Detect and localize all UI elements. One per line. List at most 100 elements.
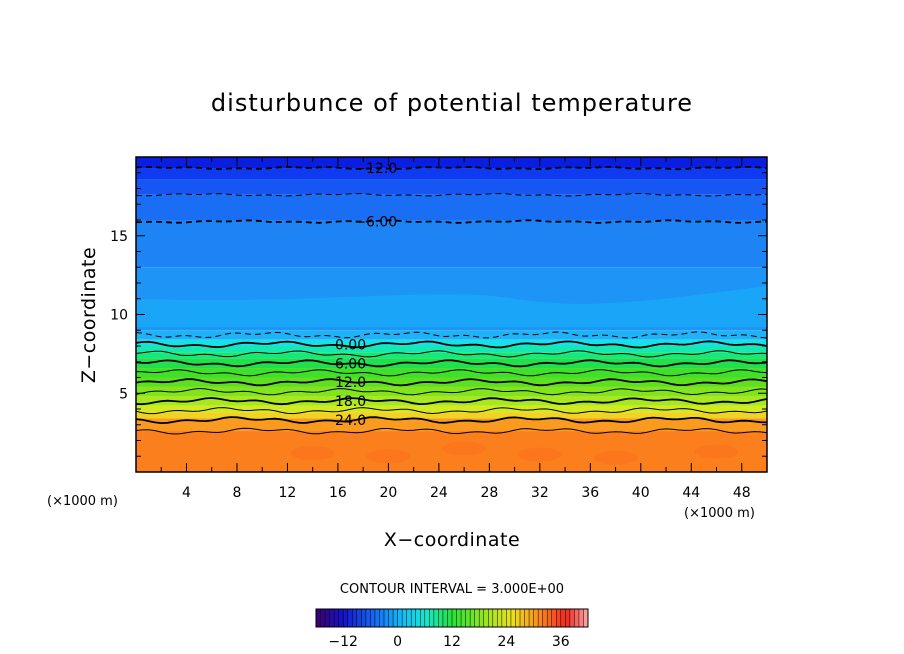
colorbar-cell: [442, 609, 448, 627]
contour-line: [136, 369, 767, 377]
colorbar-cell: [533, 609, 539, 627]
x-tick-label: 40: [632, 485, 650, 501]
contour-line: [136, 165, 767, 171]
colorbar-frame: [315, 608, 589, 628]
x-axis-label: X−coordinate: [384, 529, 520, 551]
field-band: [136, 352, 767, 359]
colorbar-cell: [474, 609, 480, 627]
contour-line: [136, 359, 767, 368]
colorbar-cell: [406, 609, 412, 627]
colorbar-cell: [556, 609, 562, 627]
field-band: [136, 405, 767, 413]
colorbar-cell: [365, 609, 371, 627]
field-band: [136, 346, 767, 353]
x-tick-label: 8: [232, 485, 241, 501]
colorbar: −12 0 12 24 36: [315, 608, 589, 650]
colorbar-tick-label: −12: [328, 634, 358, 650]
field-band: [136, 168, 767, 180]
colorbar-cell: [352, 609, 358, 627]
x-tick-label: 28: [480, 485, 498, 501]
field-patch: [290, 446, 335, 461]
colorbar-cell: [411, 609, 417, 627]
colorbar-cell: [456, 609, 462, 627]
colorbar-cell: [384, 609, 389, 627]
colorbar-cell: [501, 609, 507, 627]
colorbar-cell: [578, 609, 584, 627]
field-band: [136, 412, 767, 419]
colorbar-cell: [338, 609, 344, 627]
field-patch: [442, 441, 487, 456]
colorbar-cell: [429, 609, 435, 627]
colorbar-cell: [542, 609, 548, 627]
colorbar-cell: [492, 609, 498, 627]
x-tick-label: 20: [379, 485, 397, 501]
x-tick-label: 12: [279, 485, 297, 501]
colorbar-cell: [479, 609, 485, 627]
contour-interval-text: CONTOUR INTERVAL = 3.000E+00: [340, 582, 564, 597]
colorbar-tick-label: 24: [497, 634, 515, 650]
colorbar-cell: [415, 609, 421, 627]
colorbar-cell: [529, 609, 534, 627]
chart-title: disturbunce of potential temperature: [211, 89, 693, 117]
y-tick-label: 5: [119, 386, 128, 402]
colorbar-cell: [465, 609, 471, 627]
colorbar-cell: [424, 609, 430, 627]
contour-line: [136, 219, 767, 224]
colorbar-cell: [438, 609, 444, 627]
x-tick-label: 44: [682, 485, 700, 501]
contour-line: [136, 387, 767, 396]
colorbar-cell: [374, 609, 380, 627]
field-band: [136, 339, 767, 346]
x-tick-label: 4: [182, 485, 191, 501]
colorbar-cell: [506, 609, 512, 627]
field-band: [136, 220, 767, 268]
colorbar-cell: [370, 609, 376, 627]
colorbar-cell: [433, 609, 439, 627]
colorbar-cell: [447, 609, 453, 627]
colorbar-cell: [497, 609, 503, 627]
field-patch: [136, 286, 767, 328]
colorbar-cell: [329, 609, 335, 627]
colorbar-cell: [361, 609, 367, 627]
field-band: [136, 194, 767, 220]
contour-label: 6.00: [335, 356, 366, 372]
colorbar-tick-label: 12: [443, 634, 461, 650]
colorbar-cell: [565, 609, 571, 627]
contour-label: 24.0: [335, 413, 366, 429]
colorbar-cell: [402, 609, 407, 627]
contour-line: [136, 378, 767, 387]
x-tick-label: 16: [329, 485, 347, 501]
colorbar-cell: [320, 609, 326, 627]
colorbar-cell: [325, 609, 330, 627]
colorbar-cell: [560, 609, 566, 627]
field-band: [136, 368, 767, 378]
y-tick-label: 15: [110, 229, 128, 245]
colorbar-cell: [397, 609, 403, 627]
colorbar-cell: [379, 609, 385, 627]
field-patch: [517, 447, 562, 462]
contour-label: 18.0: [335, 394, 366, 410]
colorbar-cell: [520, 609, 525, 627]
contour-line: [136, 416, 767, 425]
field-band: [136, 179, 767, 195]
colorbar-cell: [515, 609, 521, 627]
contour-line: [136, 427, 767, 435]
field-patch: [366, 449, 411, 464]
colorbar-tick-label: 0: [393, 634, 402, 650]
contour-label: −6.00: [354, 215, 397, 231]
colorbar-cell: [347, 609, 353, 627]
contour-line: [136, 350, 767, 358]
colorbar-cell: [569, 609, 575, 627]
contour-line: [136, 407, 767, 415]
contour-label: −12.0: [354, 161, 397, 177]
colorbar-cell: [452, 609, 457, 627]
colorbar-cell: [420, 609, 426, 627]
colorbar-cell: [470, 609, 475, 627]
colorbar-cell: [510, 609, 516, 627]
colorbar-cell: [461, 609, 466, 627]
contour-line: [136, 340, 767, 349]
colorbar-cell: [488, 609, 494, 627]
colorbar-cell: [483, 609, 489, 627]
colorbar-cell: [356, 609, 362, 627]
